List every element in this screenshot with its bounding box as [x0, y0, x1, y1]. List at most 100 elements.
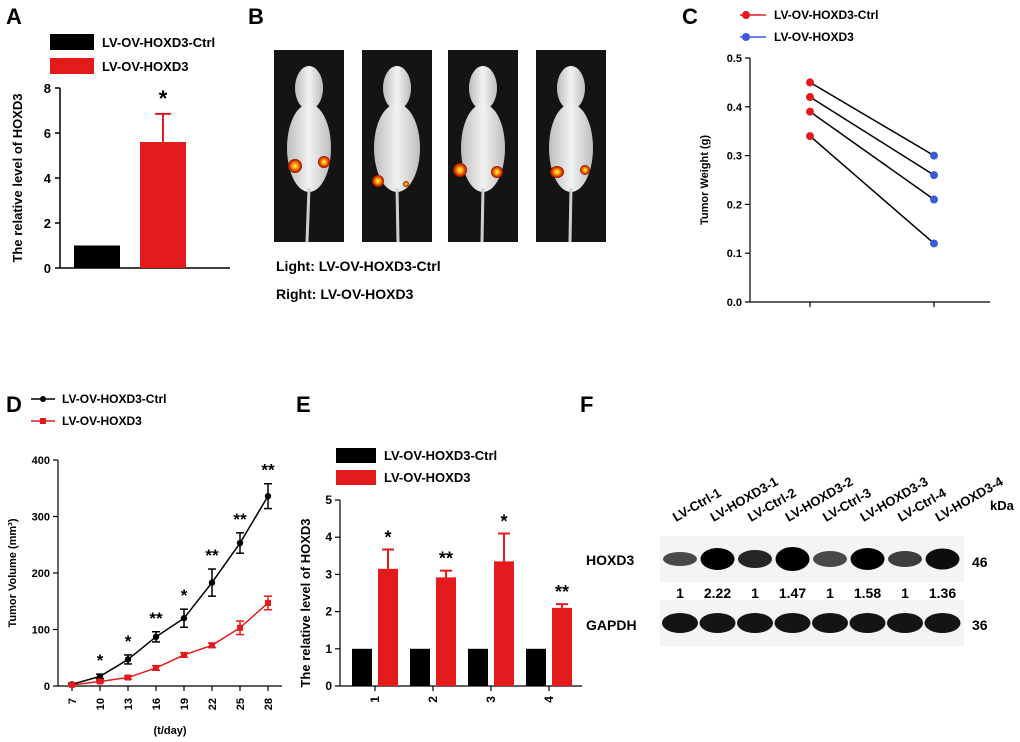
panel-label-f: F: [580, 392, 594, 417]
c-pair-line: [809, 135, 935, 245]
d-line-ctrl: [71, 495, 269, 686]
gapdh-band: [812, 613, 848, 633]
e-ytick-label: 1: [325, 642, 332, 656]
panel-b-caption-1: Light: LV-OV-HOXD3-Ctrl: [276, 258, 441, 274]
hoxd3-band: [850, 548, 885, 570]
d-point-ctrl: [124, 656, 132, 663]
d-annotation: *: [97, 651, 104, 670]
ratio-value: 1.47: [779, 585, 806, 601]
d-annotation: *: [181, 586, 188, 605]
c-ytick-label: 0.2: [727, 199, 742, 211]
panel-f-blot: LV-Ctrl-1LV-HOXD3-1LV-Ctrl-2LV-HOXD3-2LV…: [586, 473, 1015, 646]
e-bar-oe: [378, 568, 398, 686]
d-point-ctrl: [180, 615, 188, 622]
c-point-ctrl: [806, 107, 814, 116]
e-bar-ctrl: [352, 648, 372, 686]
d-xtick-label: 13: [123, 698, 135, 710]
d-annotation: **: [149, 609, 163, 628]
d-xtick-label: 19: [179, 698, 191, 710]
ratio-value: 1: [826, 585, 834, 601]
c-point-oe: [930, 171, 938, 180]
legend-d-marker-ctrl: [31, 396, 55, 402]
e-ytick-label: 2: [325, 605, 332, 619]
hoxd3-band: [925, 548, 960, 570]
panel-a-legend: LV-OV-HOXD3-Ctrl LV-OV-HOXD3: [50, 30, 215, 78]
d-ytick-label: 200: [32, 568, 50, 580]
a-ytick-label: 4: [44, 171, 52, 186]
a-ytick-label: 6: [44, 126, 51, 141]
e-xtick-label: 3: [484, 696, 498, 703]
hoxd3-band: [700, 548, 735, 570]
d-point-ctrl: [236, 539, 244, 547]
ratio-value: 1.58: [854, 585, 881, 601]
a-bar: [74, 245, 120, 268]
d-annotation: **: [205, 546, 219, 565]
d-ytick-label: 0: [44, 681, 50, 693]
d-point-ctrl: [264, 492, 272, 500]
hoxd3-kda: 46: [972, 554, 988, 570]
e-annotation: **: [555, 582, 569, 602]
mouse-image-4: [536, 50, 606, 243]
panel-c-legend: LV-OV-HOXD3-Ctrl LV-OV-HOXD3: [738, 4, 878, 48]
gapdh-band: [887, 613, 923, 633]
d-ytick-label: 300: [32, 512, 50, 524]
legend-marker-ctrl: [740, 11, 766, 19]
ratio-value: 1: [676, 585, 684, 601]
legend-label-ctrl: LV-OV-HOXD3-Ctrl: [102, 34, 216, 50]
gapdh-band: [924, 613, 961, 633]
panel-c-chart: 0.0 0.1 0.2 0.3 0.4 0.5 Tumor Weight (g): [699, 53, 990, 309]
c-pair-line: [809, 96, 935, 176]
panel-d-legend: LV-OV-HOXD3-Ctrl LV-OV-HOXD3: [30, 388, 166, 432]
legend-d-label-ctrl: LV-OV-HOXD3-Ctrl: [62, 392, 167, 406]
hoxd3-band: [738, 550, 772, 568]
c-ytick-label: 0.0: [727, 297, 742, 309]
c-ytick-label: 0.5: [727, 53, 742, 65]
d-point-ctrl: [208, 579, 216, 586]
d-ylabel: Tumor Volume (mm³): [7, 518, 19, 627]
legend-e-swatch-ctrl: [336, 447, 376, 463]
e-bar-ctrl: [526, 648, 546, 686]
e-ytick-label: 4: [325, 530, 332, 544]
e-bar-oe: [436, 577, 456, 686]
d-ytick-label: 400: [32, 455, 50, 467]
c-pair-line: [809, 81, 935, 157]
panel-a-chart: 0 2 4 6 8 The relative level of HOXD3 *: [10, 81, 230, 276]
d-point-oe: [181, 651, 187, 658]
gapdh-band: [699, 613, 736, 633]
a-ytick-label: 2: [44, 216, 51, 231]
e-bar-oe: [552, 607, 572, 686]
c-point-ctrl: [806, 78, 814, 87]
d-xtick-label: 28: [263, 698, 275, 710]
d-point-oe: [153, 664, 159, 671]
ratio-value: 1.36: [929, 585, 956, 601]
d-point-oe: [265, 599, 271, 606]
legend-e-label-oe: LV-OV-HOXD3: [384, 469, 471, 485]
legend-d-marker-oe: [31, 418, 55, 424]
legend-e-swatch-oe: [336, 469, 376, 485]
mouse-images: [274, 50, 606, 243]
d-xtick-label: 7: [67, 698, 79, 704]
panel-label-a: A: [6, 4, 22, 29]
c-point-oe: [930, 239, 938, 248]
c-point-oe: [930, 195, 938, 204]
a-ytick-label: 0: [44, 261, 51, 276]
gapdh-band: [737, 613, 773, 633]
e-xtick-label: 2: [426, 696, 440, 703]
c-ylabel: Tumor Weight (g): [699, 135, 711, 225]
a-ytick-label: 8: [44, 81, 51, 96]
gapdh-band: [849, 613, 886, 633]
ratio-value: 1: [751, 585, 759, 601]
hoxd3-band: [775, 547, 810, 571]
d-xtick-label: 10: [95, 698, 107, 710]
a-bar: [140, 142, 186, 268]
kda-label: kDa: [990, 498, 1015, 513]
d-xtick-label: 25: [235, 698, 247, 710]
a-annotation: *: [159, 86, 168, 111]
e-ylabel: The relative level of HOXD3: [298, 518, 313, 687]
d-xtick-label: 22: [207, 698, 219, 710]
c-point-ctrl: [806, 93, 814, 102]
e-xtick-label: 1: [368, 696, 382, 703]
panel-b-images: [274, 48, 624, 244]
e-annotation: *: [500, 511, 507, 531]
e-annotation: *: [384, 527, 391, 547]
